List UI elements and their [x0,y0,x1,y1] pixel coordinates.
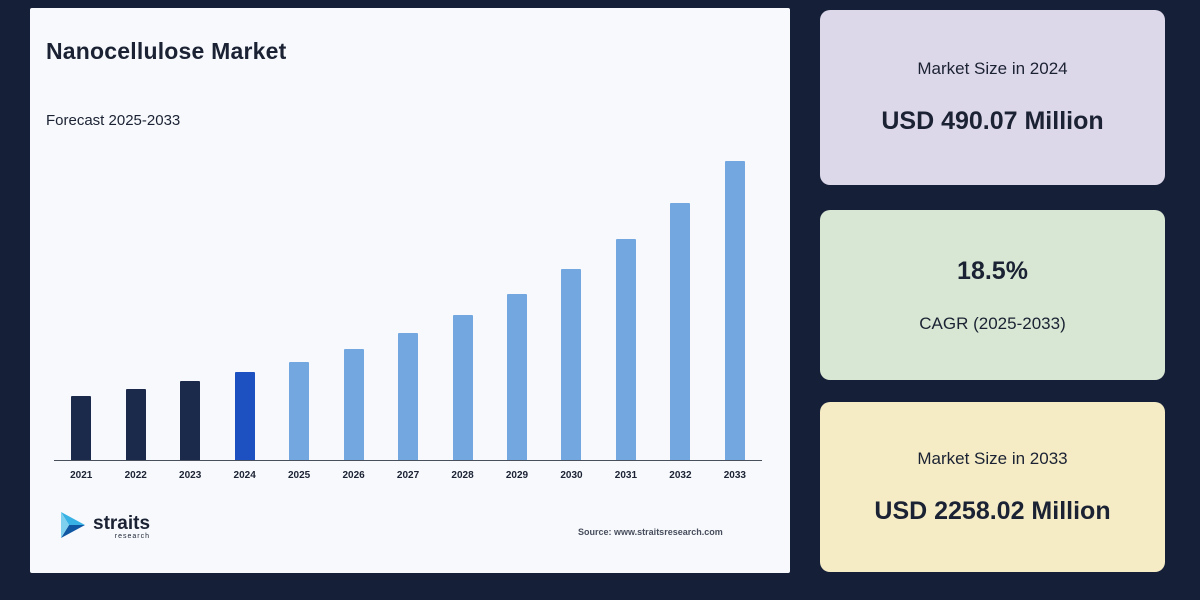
bar-group-2024: 2024 [217,161,271,483]
bar-group-2033: 2033 [708,161,762,483]
bar-2026 [343,349,364,461]
bar-2030 [561,269,582,461]
source-attribution: Source: www.straitsresearch.com [578,527,723,537]
stat-cards: Market Size in 2024 USD 490.07 Million 1… [820,10,1165,572]
chart-panel: Nanocellulose Market Forecast 2025-2033 … [30,8,790,573]
page-title: Nanocellulose Market [46,38,287,64]
bar-2021 [71,396,92,461]
card-market-size-2033: Market Size in 2033 USD 2258.02 Million [820,402,1165,572]
card-cagr: 18.5% CAGR (2025-2033) [820,210,1165,380]
x-tick-2026: 2026 [342,470,365,481]
bar-2029 [506,294,527,461]
bar-2027 [398,333,419,461]
card-market-size-2033-value: USD 2258.02 Million [874,496,1111,525]
straits-research-logo: straits research [58,510,150,545]
x-tick-2029: 2029 [505,470,529,481]
bar-group-2032: 2032 [653,161,707,483]
bar-group-2028: 2028 [435,161,489,483]
bar-2024 [234,372,255,461]
x-tick-2025: 2025 [287,470,311,481]
bar-group-2031: 2031 [599,161,653,483]
x-tick-2031: 2031 [614,470,638,481]
card-cagr-value: 18.5% [957,256,1028,285]
card-market-size-2033-label: Market Size in 2033 [917,448,1068,468]
bar-2033 [724,161,745,461]
x-tick-2021: 2021 [70,470,93,481]
x-tick-2022: 2022 [124,470,147,481]
bar-group-2029: 2029 [490,161,544,483]
x-tick-2027: 2027 [396,470,420,481]
logo-subtitle: research [114,532,151,540]
bar-2031 [615,239,636,461]
chart-subtitle: Forecast 2025-2033 [46,112,181,129]
bar-2032 [670,203,691,461]
bar-group-2026: 2026 [326,161,380,483]
bar-2023 [180,381,201,461]
bar-group-2025: 2025 [272,161,326,483]
straits-arrow-icon [58,510,88,545]
x-axis-line [54,460,762,461]
bar-group-2022: 2022 [108,161,162,483]
x-tick-2030: 2030 [560,470,583,481]
bar-group-2021: 2021 [54,161,108,483]
logo-name: straits [93,512,151,534]
x-tick-2033: 2033 [723,470,746,481]
bar-2025 [289,362,310,461]
card-market-size-2024-label: Market Size in 2024 [917,59,1068,78]
x-tick-2032: 2032 [669,470,692,481]
bar-2028 [452,315,473,461]
x-tick-2024: 2024 [233,470,256,481]
x-tick-2028: 2028 [451,470,474,481]
card-cagr-label: CAGR (2025-2033) [919,313,1066,333]
x-tick-2023: 2023 [179,470,202,481]
bar-2022 [125,389,146,461]
bar-group-2027: 2027 [381,161,435,483]
card-market-size-2024: Market Size in 2024 USD 490.07 Million [820,10,1165,185]
card-market-size-2024-value: USD 490.07 Million [881,107,1104,135]
bar-chart: 2021 2022 2023 2024 2025 2026 2027 2028 2029 2030… [54,161,762,483]
bar-group-2023: 2023 [163,161,217,483]
bar-group-2030: 2030 [544,161,598,483]
